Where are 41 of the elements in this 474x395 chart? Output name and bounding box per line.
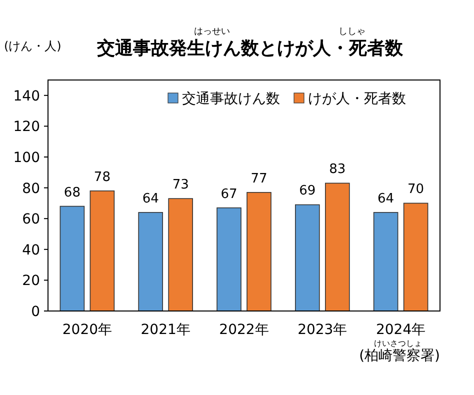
text: (柏崎警察署) <box>359 348 440 364</box>
y-tick-label: 120 <box>13 119 40 136</box>
x-tick-label: 2024年 <box>376 322 426 338</box>
text: はっせい <box>194 27 230 37</box>
bar <box>295 204 320 312</box>
legend-label: けが人・死者数 <box>308 91 406 107</box>
data-label: 77 <box>250 171 268 186</box>
x-tick-label: 2022年 <box>219 322 269 338</box>
text: ししゃ <box>338 27 366 37</box>
x-tick-label: 2021年 <box>140 322 190 338</box>
x-tick-label: 2020年 <box>62 322 112 338</box>
bar <box>216 207 242 312</box>
bar <box>90 190 115 312</box>
data-label: 68 <box>64 185 80 200</box>
data-label: 64 <box>142 191 159 206</box>
bar <box>168 198 193 312</box>
y-tick-label: 140 <box>13 88 40 104</box>
y-tick-label: 20 <box>22 273 40 290</box>
text: けいさつしょ <box>374 339 422 348</box>
bar <box>138 212 163 312</box>
data-label: 64 <box>378 191 394 206</box>
data-label: 70 <box>408 182 424 198</box>
data-label: 83 <box>329 162 346 178</box>
data-label: 69 <box>299 184 316 199</box>
legend-label: 交通事故けん数 <box>182 91 280 107</box>
y-tick-label: 0 <box>31 304 40 320</box>
bar <box>403 202 428 312</box>
y-tick-label: 40 <box>22 242 40 258</box>
data-label: 73 <box>172 178 189 193</box>
y-tick-label: 60 <box>22 212 40 228</box>
y-tick-label: 100 <box>13 150 40 166</box>
y-tick-label: 80 <box>22 180 40 197</box>
bar <box>325 182 350 312</box>
bar <box>60 206 85 312</box>
y-axis-title: (けん・人) <box>4 39 62 53</box>
data-label: 78 <box>94 170 110 185</box>
bar <box>246 192 272 312</box>
bar <box>373 212 398 312</box>
chart-title: 交通事故発生けん数とけが人・死者数 <box>96 38 404 59</box>
x-tick-label: 2023年 <box>298 322 348 338</box>
data-label: 67 <box>220 186 238 202</box>
